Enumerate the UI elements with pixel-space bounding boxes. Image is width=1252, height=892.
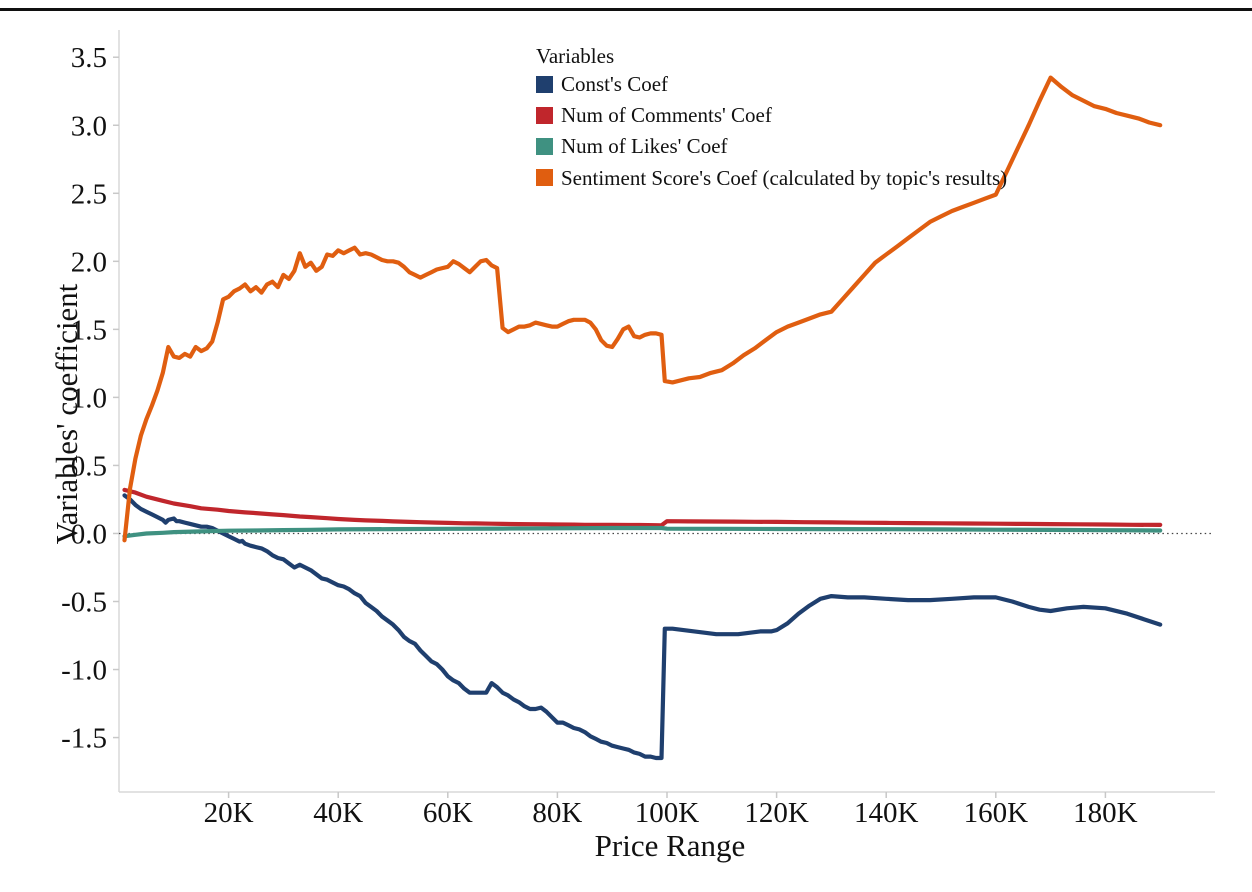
series-line-num-of-likes-coef xyxy=(122,525,1163,539)
x-tick-label: 40K xyxy=(313,797,363,829)
legend-label: Num of Likes' Coef xyxy=(561,134,728,159)
y-tick-label: 2.0 xyxy=(71,246,107,278)
x-axis-title: Price Range xyxy=(594,828,746,863)
x-tick-label: 140K xyxy=(854,797,919,829)
series-line-const-s-coef xyxy=(122,493,1163,761)
y-tick-label: 0.5 xyxy=(71,450,107,482)
x-tick-label: 160K xyxy=(964,797,1029,829)
figure-top-rule xyxy=(0,8,1252,11)
legend-swatch-icon xyxy=(536,75,553,93)
y-tick-label: -1.5 xyxy=(61,723,107,755)
x-tick-label: 60K xyxy=(423,797,473,829)
y-tick-label: 0.0 xyxy=(71,518,107,550)
y-tick-label: 3.0 xyxy=(71,110,107,142)
legend-item-num-of-likes-coef: Num of Likes' Coef xyxy=(536,134,1007,158)
legend-swatch-icon xyxy=(536,106,553,124)
y-tick-label: 1.0 xyxy=(71,382,107,414)
legend-item-num-of-comments-coef: Num of Comments' Coef xyxy=(536,103,1007,127)
x-tick-label: 100K xyxy=(635,797,700,829)
legend-label: Const's Coef xyxy=(561,72,669,97)
legend-item-sentiment-score-s-coef-calcu: Sentiment Score's Coef (calculated by to… xyxy=(536,166,1007,190)
legend-label: Sentiment Score's Coef (calculated by to… xyxy=(561,165,1008,190)
y-tick-label: -1.0 xyxy=(61,655,107,687)
x-tick-label: 80K xyxy=(532,797,582,829)
y-tick-label: -0.5 xyxy=(61,587,107,619)
series-line-num-of-comments-coef xyxy=(122,487,1163,528)
y-tick-label: 3.5 xyxy=(71,42,107,74)
x-tick-label: 120K xyxy=(744,797,809,829)
series-line-sentiment-score-s-coef-calcu xyxy=(122,75,1163,543)
x-tick-label: 20K xyxy=(204,797,254,829)
x-tick-label: 180K xyxy=(1073,797,1138,829)
y-tick-label: 1.5 xyxy=(71,314,107,346)
legend-swatch-icon xyxy=(536,137,553,155)
legend: Variables Const's Coef Num of Comments' C… xyxy=(536,44,1007,197)
legend-swatch-icon xyxy=(536,169,553,187)
y-axis-title: Variables' coefficient xyxy=(49,283,84,545)
legend-label: Num of Comments' Coef xyxy=(561,103,772,128)
y-tick-label: 2.5 xyxy=(71,178,107,210)
legend-title: Variables xyxy=(536,44,615,68)
legend-item-const-s-coef: Const's Coef xyxy=(536,72,1007,96)
